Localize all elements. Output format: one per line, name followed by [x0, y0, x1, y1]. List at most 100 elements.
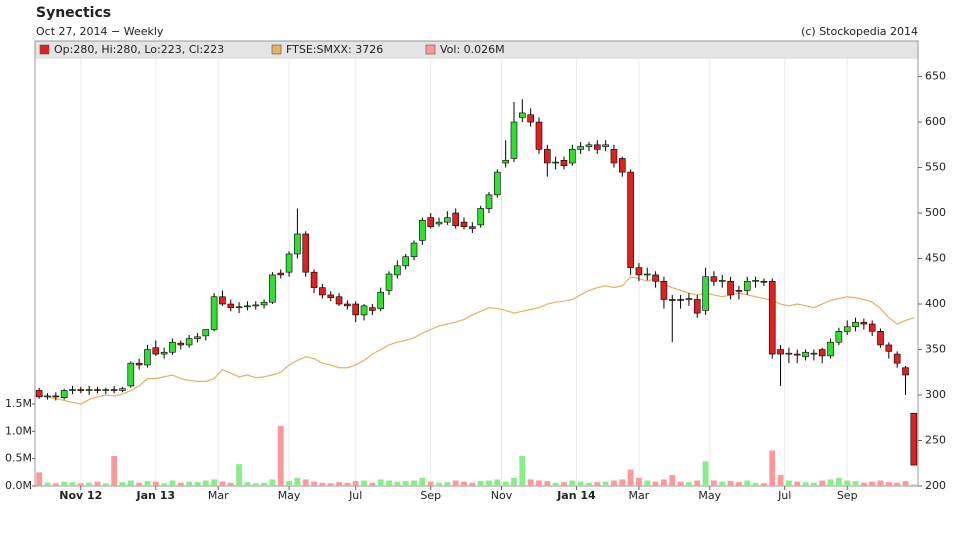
candle-body [568, 149, 576, 164]
volume-bar [752, 482, 759, 486]
candle-body [127, 362, 135, 387]
volume-bar [877, 480, 884, 486]
volume-bar [669, 475, 676, 486]
y-tick-label: 600 [925, 115, 946, 128]
volume-bar [286, 481, 292, 486]
legend-swatch [425, 44, 436, 55]
candle-body [35, 390, 43, 398]
x-tick-label: Jul [348, 489, 362, 502]
volume-bar [461, 481, 467, 486]
volume-bar [844, 480, 851, 486]
volume-bar [910, 484, 917, 486]
source: (c) Stockopedia 2014 [801, 25, 918, 38]
volume-bar [611, 480, 617, 486]
candle-body [77, 389, 85, 391]
candle-body [768, 280, 776, 355]
candle-body [802, 351, 809, 358]
candle-body [868, 323, 876, 332]
volume-bar [511, 477, 517, 486]
candle-body [618, 158, 626, 173]
volume-bar [52, 483, 59, 486]
y-tick-label: 450 [925, 252, 946, 265]
volume-bar [452, 480, 459, 486]
volume-bar [252, 483, 259, 486]
volume-bar [244, 482, 251, 486]
candle-body [294, 233, 301, 255]
candle-body [494, 171, 501, 196]
candle-body [910, 412, 918, 466]
x-tick-label: Mar [629, 489, 650, 502]
volume-bar [294, 477, 301, 486]
volume-bar [586, 482, 592, 486]
volume-bar [369, 482, 376, 486]
volume-bar [769, 450, 776, 486]
candle-body [777, 349, 784, 355]
candle-body [893, 353, 901, 364]
volume-bar [777, 475, 784, 486]
candle-body [469, 226, 476, 229]
candle-body [52, 395, 60, 398]
volume-bar [77, 483, 84, 486]
candle-body [785, 352, 793, 355]
volume-bar [702, 461, 709, 486]
candle-body [535, 121, 543, 150]
volume-bar [827, 479, 834, 486]
volume-bar [902, 481, 909, 486]
compare-line [39, 276, 915, 405]
legend-label: Vol: 0.026M [440, 43, 505, 56]
candle-body [319, 287, 326, 296]
volume-bar [644, 480, 651, 486]
legend-swatch [271, 44, 282, 55]
candle-body [544, 149, 551, 164]
candle-body [69, 389, 76, 391]
volume-bar [661, 479, 667, 486]
volume-bar [402, 481, 409, 486]
candle-body [302, 233, 310, 273]
x-tick-label: May [698, 489, 721, 502]
candle-body [560, 159, 568, 167]
candle-body [902, 367, 909, 376]
candle-body [102, 389, 110, 391]
candle-body [477, 208, 484, 226]
volume-bar [119, 482, 126, 486]
candle-body [360, 305, 368, 316]
candle-body [452, 212, 459, 227]
chart-subtitle: Oct 27, 2014 − Weekly [36, 25, 164, 38]
volume-bar [161, 483, 168, 486]
x-tick-label: Jan 13 [136, 489, 175, 502]
y2-tick-label: 0.0M [5, 479, 32, 492]
volume-bar [102, 483, 109, 486]
volume-bar [61, 481, 68, 486]
candle-body [793, 353, 801, 356]
volume-bar [377, 479, 384, 486]
volume-bar [652, 481, 659, 486]
volume-bar [469, 482, 476, 486]
volume-bar [619, 479, 626, 486]
candle-body [177, 342, 185, 346]
volume-bar [627, 469, 634, 486]
candle-body [693, 299, 701, 314]
candle-body [285, 253, 293, 273]
candle-body [194, 336, 201, 339]
y-tick-label: 500 [925, 206, 946, 219]
candle-body [718, 280, 726, 282]
candle-body [519, 112, 526, 118]
candle-body [760, 280, 768, 283]
candle-body [85, 389, 93, 391]
volume-bar [852, 481, 859, 486]
candle-body [344, 303, 351, 307]
candle-body [610, 149, 618, 164]
volume-bar [427, 481, 434, 486]
volume-bar [802, 482, 809, 486]
candle-body [593, 144, 601, 150]
volume-bar [411, 480, 417, 486]
volume-bar [352, 481, 359, 486]
x-tick-label: Sep [420, 489, 441, 502]
candle-body [244, 305, 251, 308]
volume-bar [869, 481, 876, 486]
volume-bar [202, 480, 209, 486]
candle-body [727, 280, 734, 296]
candle-body [435, 221, 443, 225]
volume-bar [760, 483, 767, 486]
